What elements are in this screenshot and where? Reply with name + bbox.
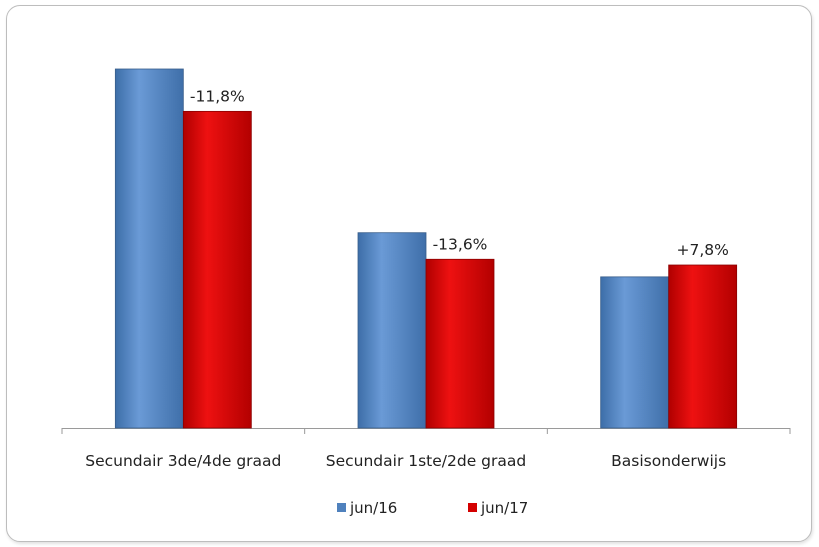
category-label: Secundair 3de/4de graad bbox=[85, 452, 281, 470]
bar-jun-17 bbox=[425, 258, 495, 429]
category-label: Basisonderwijs bbox=[611, 452, 726, 470]
bar-jun-17 bbox=[668, 264, 738, 429]
bar-group bbox=[114, 68, 252, 429]
bar-group bbox=[600, 264, 738, 429]
legend-item: jun/17 bbox=[468, 499, 528, 517]
bar-jun-16 bbox=[357, 232, 427, 429]
legend-label: jun/17 bbox=[480, 499, 528, 517]
legend-swatch bbox=[337, 503, 346, 512]
data-label: -11,8% bbox=[190, 87, 245, 105]
bar-jun-17 bbox=[182, 110, 252, 429]
legend-swatch bbox=[468, 503, 477, 512]
bar-jun-16 bbox=[114, 68, 184, 429]
legend-item: jun/16 bbox=[337, 499, 397, 517]
bar-jun-16 bbox=[600, 276, 670, 429]
data-label: +7,8% bbox=[676, 241, 728, 259]
data-label: -13,6% bbox=[433, 235, 488, 253]
plot-area: -11,8% Secundair 3de/4de graad -13,6% Secun… bbox=[61, 68, 791, 470]
category-label: Secundair 1ste/2de graad bbox=[326, 452, 526, 470]
legend-label: jun/16 bbox=[349, 499, 397, 517]
bar-group bbox=[357, 232, 495, 429]
legend: jun/16 jun/17 bbox=[337, 499, 528, 517]
